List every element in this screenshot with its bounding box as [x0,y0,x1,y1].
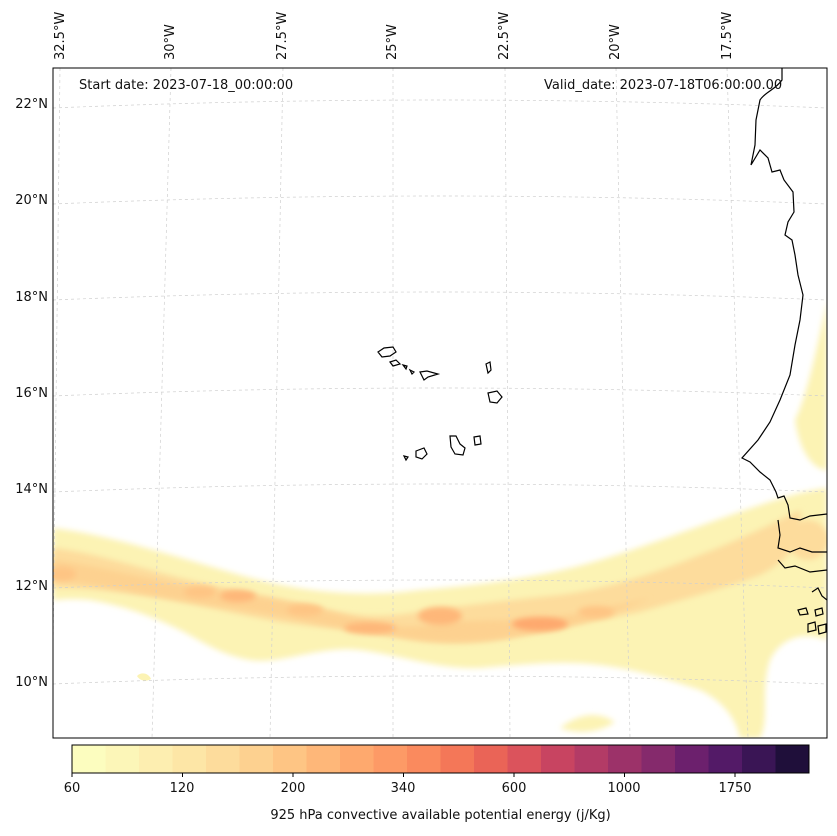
cape-max-spot [418,607,462,625]
colorbar-tick-label: 340 [390,781,416,796]
colorbar-segment [373,745,408,773]
cape-max-spot [578,606,614,618]
cape-max-spot [220,590,256,602]
valid-date-label: Valid_date: 2023-07-18T06:00:00.00 [544,78,783,93]
colorbar-tick-label: 200 [280,781,306,796]
lat-tick-label: 22°N [15,97,48,112]
colorbar-segment [675,745,709,773]
cape-shading [53,300,827,738]
senegal-south-coast [777,559,827,573]
coastline [377,68,827,635]
colorbar-segment [474,745,508,773]
cape-max-spot [287,604,323,616]
cape-max-spot [788,520,827,560]
colorbar-segment [306,745,341,773]
colorbar-segment [742,745,776,773]
cape-band-upper-right [795,300,827,470]
colorbar-segment [340,745,374,773]
colorbar-segment [641,745,676,773]
colorbar-tick-label: 60 [63,781,81,796]
colorbar-segment [273,745,307,773]
lat-tick-label: 16°N [15,386,48,401]
colorbar-segment [440,745,475,773]
colorbar-segment [172,745,207,773]
gambia-coast [777,519,827,553]
colorbar [71,744,810,777]
colorbar-frame [71,744,810,774]
lat-tick-label: 20°N [15,193,48,208]
colorbar-segment [541,745,575,773]
bijagos-islands [797,607,827,635]
lat-tick-label: 10°N [15,675,48,690]
colorbar-tick-label: 1750 [718,781,752,796]
colorbar-segment [407,745,441,773]
cape-max-spot [53,567,76,581]
colorbar-segment [574,745,609,773]
lat-tick-label: 14°N [15,482,48,497]
colorbar-segment [775,745,810,773]
lat-tick-label: 18°N [15,290,48,305]
guinea-bissau-coast [811,587,827,601]
colorbar-segment [507,745,542,773]
colorbar-tick-label: 120 [169,781,195,796]
cape-band-core [53,560,650,643]
colorbar-segment [72,745,106,773]
cape-small-patch [137,673,151,681]
colorbar-segment [206,745,240,773]
cape-lower-right-patch [560,715,615,732]
map-frame [52,67,828,739]
cape-max-spot [184,586,216,598]
cape-verde-islands [377,346,503,462]
colorbar-segment [608,745,642,773]
colorbar-label: 925 hPa convective available potential e… [270,808,611,823]
colorbar-segment [105,745,140,773]
west-africa-coastline [741,68,827,521]
start-date-label: Start date: 2023-07-18_00:00:00 [79,78,294,93]
cape-max-spot [344,622,396,634]
colorbar-tick-label: 1000 [607,781,641,796]
colorbar-segment [139,745,173,773]
gridlines [53,68,827,738]
cape-max-spot [512,617,568,631]
lat-tick-label: 12°N [15,579,48,594]
colorbar-tick-label: 600 [501,781,527,796]
colorbar-segment [708,745,743,773]
colorbar-segment [239,745,274,773]
